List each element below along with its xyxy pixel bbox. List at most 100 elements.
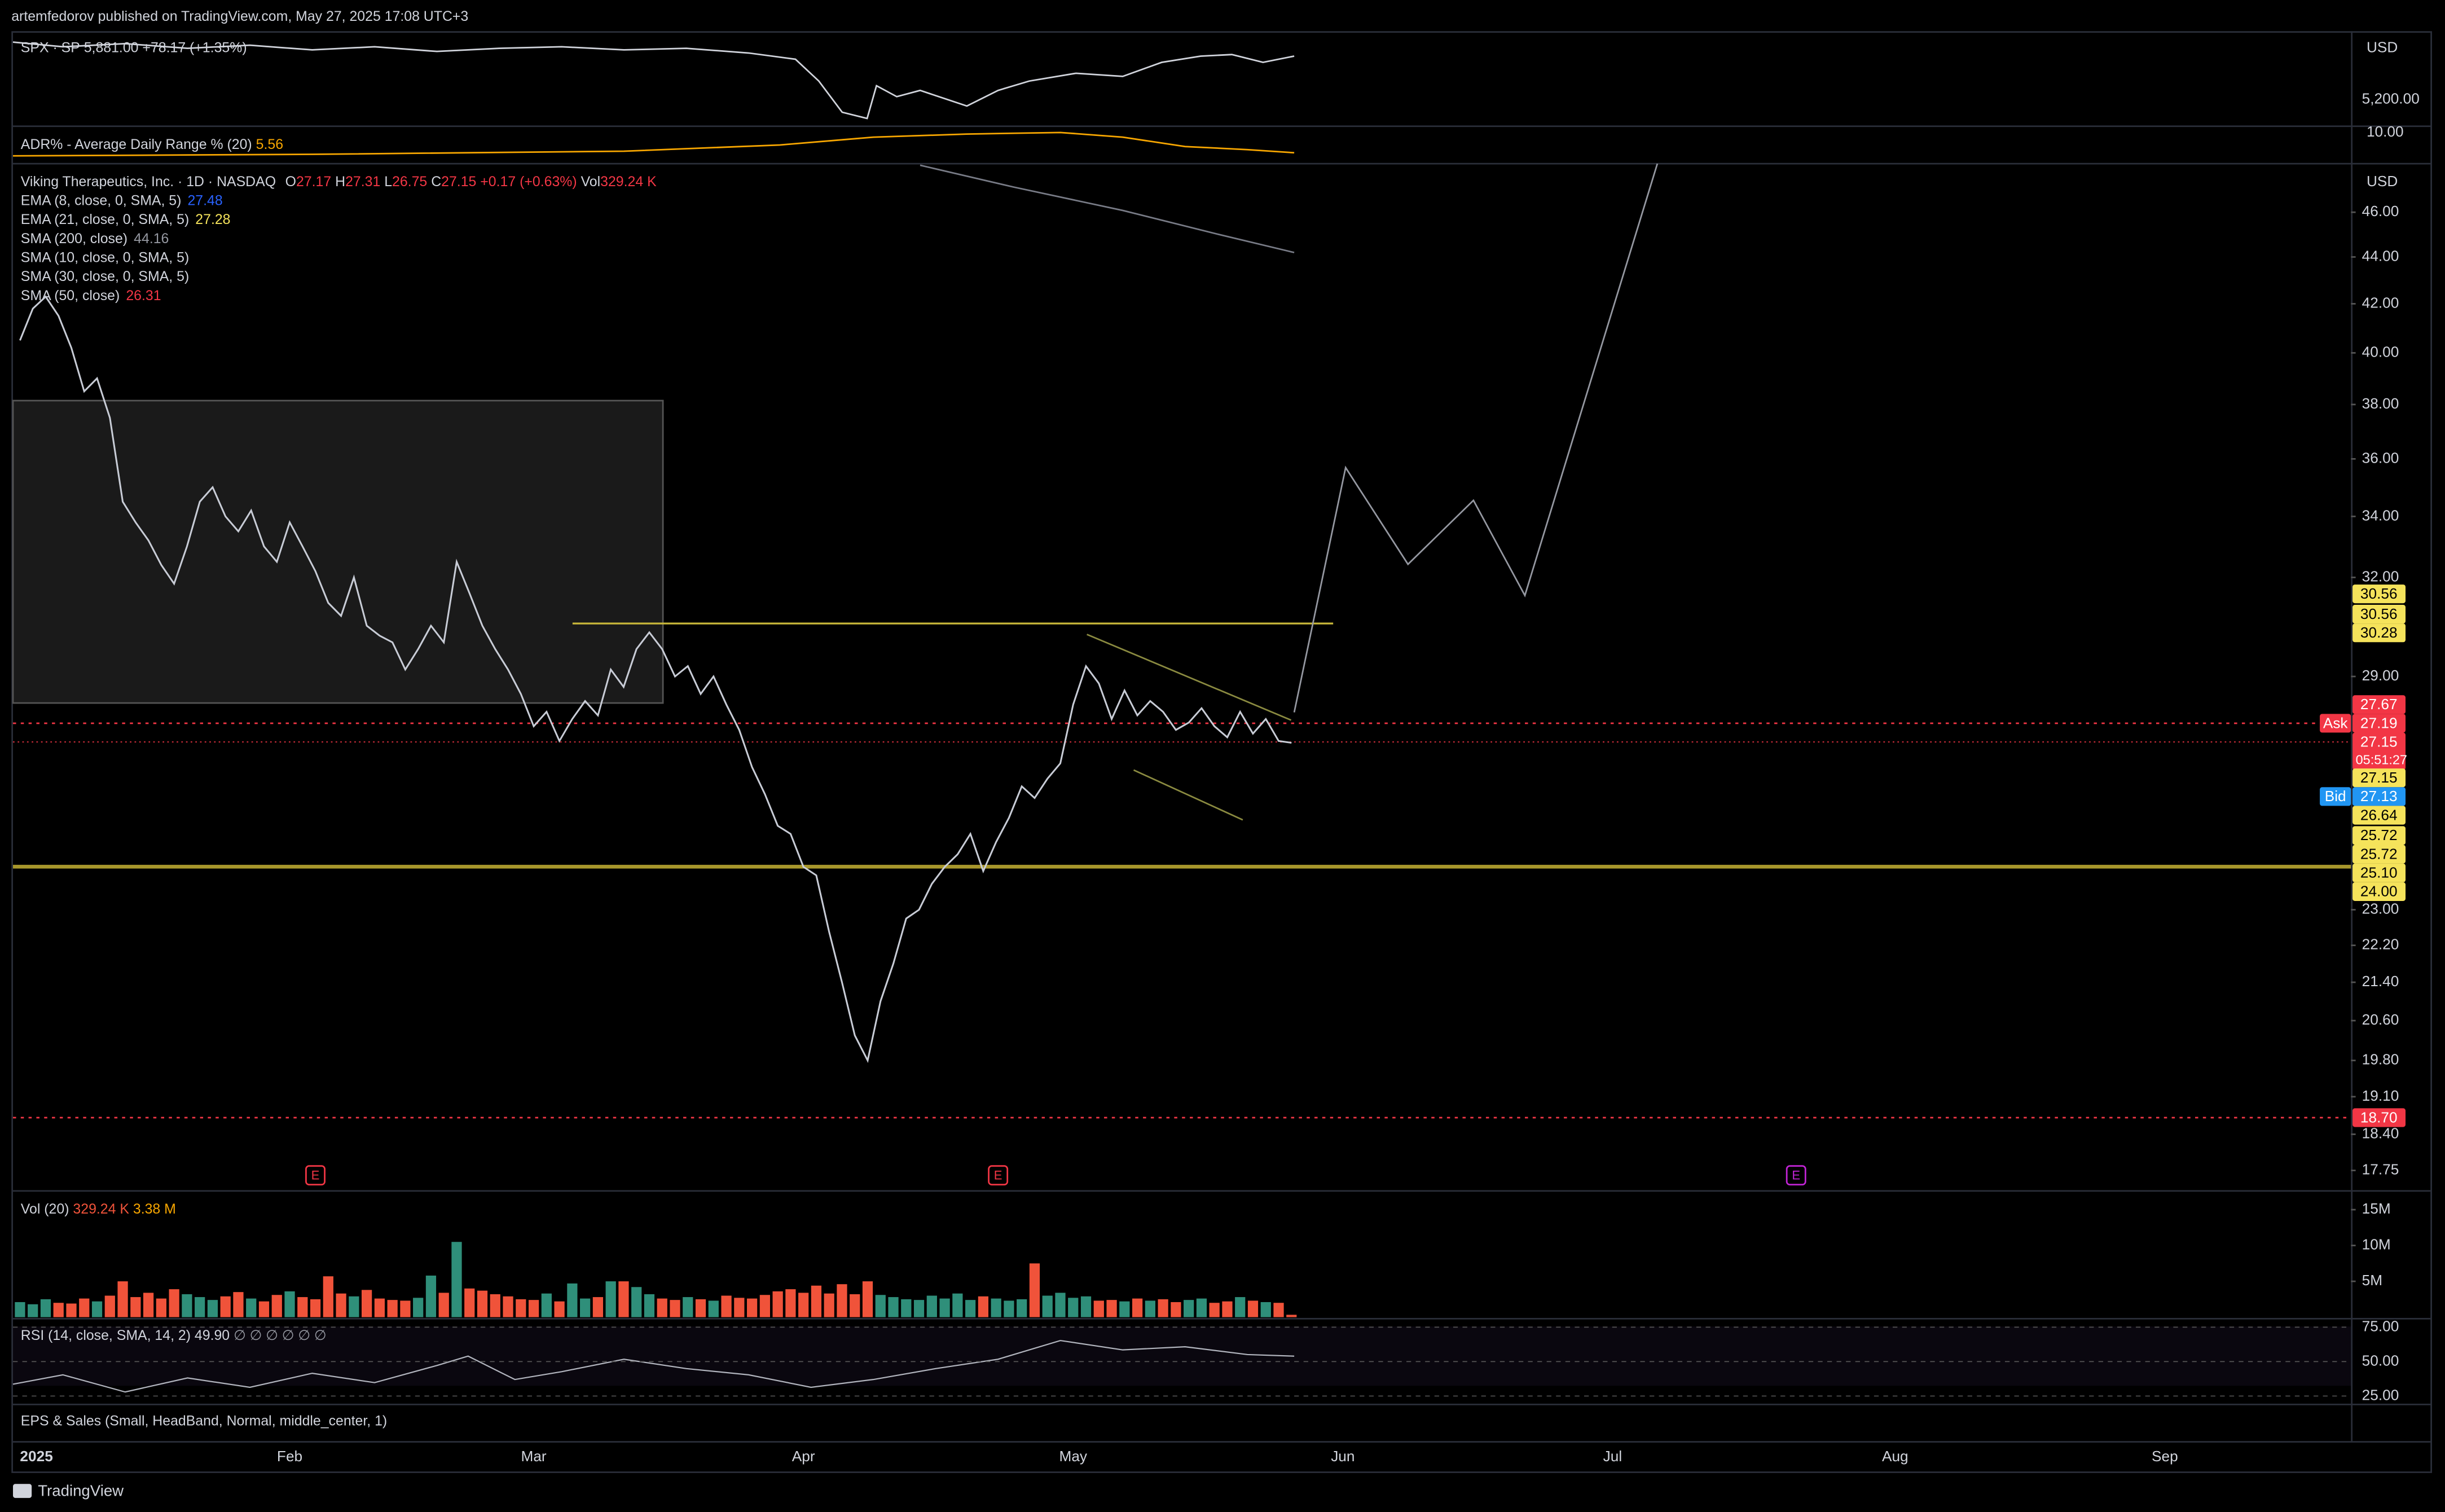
volume-ma: 3.38 M	[133, 1201, 176, 1217]
volume-bar	[913, 1300, 925, 1317]
volume-bar	[143, 1293, 154, 1317]
volume-bar	[195, 1297, 205, 1317]
indicator-legend: SMA (30, close, 0, SMA, 5)	[21, 269, 189, 284]
rsi-band	[13, 1326, 2351, 1386]
ohlc-key: H	[335, 174, 345, 190]
price-line	[19, 295, 1292, 1063]
x-tick-label: 2025	[20, 1448, 52, 1465]
y-tick-label: 22.20	[2362, 936, 2399, 953]
volume-bar	[631, 1287, 642, 1317]
indicator-legend: EMA (8, close, 0, SMA, 5) 27.48	[21, 192, 223, 208]
volume-bar	[1132, 1298, 1143, 1317]
volume-bar	[1068, 1298, 1079, 1317]
price-badge	[2352, 732, 2406, 770]
volume-bar	[284, 1291, 295, 1317]
y-tick-label: 23.00	[2362, 900, 2399, 917]
volume-bar	[15, 1302, 25, 1317]
indicator-legend: SMA (200, close) 44.16	[21, 230, 169, 246]
ohlc-value: 27.17	[296, 174, 331, 190]
price-badge-label: 30.28	[2360, 624, 2398, 641]
price-badge-label: 25.72	[2360, 827, 2398, 843]
volume-bar	[490, 1294, 500, 1317]
volume-bar	[297, 1297, 308, 1317]
brand: TradingView	[38, 1482, 124, 1499]
indicator-value: 44.16	[134, 230, 169, 246]
ohlc-change: +0.17 (+0.63%)	[480, 174, 577, 190]
price-badge-label: 27.67	[2360, 696, 2398, 713]
y-tick-label: 18.40	[2362, 1124, 2399, 1141]
volume-bar	[207, 1300, 218, 1317]
price-badge	[2352, 605, 2406, 624]
volume-bar	[772, 1291, 783, 1317]
volume-legend: Vol (20) 329.24 K 3.38 M	[21, 1201, 176, 1217]
volume-bar	[1235, 1297, 1246, 1317]
indicator-value: 27.28	[195, 212, 230, 227]
volume-bar	[91, 1301, 103, 1317]
volume-bar	[850, 1294, 860, 1317]
x-tick-label: Jun	[1331, 1448, 1355, 1465]
adr-line	[12, 131, 1295, 157]
price-badge	[2352, 1108, 2406, 1127]
y-tick-label: 29.00	[2362, 667, 2399, 684]
volume-bar	[477, 1290, 488, 1317]
y-tick-label: 50.00	[2362, 1352, 2399, 1369]
volume-bar	[349, 1296, 359, 1317]
symbol-title: Viking Therapeutics, Inc. · 1D · NASDAQ	[21, 174, 276, 190]
y-tick-label: 25.00	[2362, 1386, 2399, 1403]
projection-path	[1293, 163, 1659, 713]
ohlc-key: L	[384, 174, 392, 190]
volume-bar	[1055, 1293, 1066, 1317]
volume-bar	[657, 1298, 667, 1317]
y-tick-label: 44.00	[2362, 247, 2399, 264]
spx-label: SPX · SP	[21, 39, 80, 55]
volume-bar	[888, 1297, 899, 1317]
price-badge	[2352, 584, 2406, 604]
y-tick-label: 17.75	[2362, 1161, 2399, 1178]
price-badge	[2352, 768, 2406, 788]
volume-bar	[438, 1293, 449, 1317]
volume-bar	[1080, 1296, 1092, 1317]
volume-bar	[1286, 1315, 1297, 1317]
price-badge	[2352, 714, 2406, 733]
price-badge	[2352, 695, 2406, 714]
y-tick-label: 19.80	[2362, 1051, 2399, 1068]
earnings-marker: E	[994, 1168, 1002, 1182]
indicator-name: SMA (10, close, 0, SMA, 5)	[21, 249, 189, 265]
price-tag-label: Bid	[2325, 788, 2346, 805]
price-badge-label: 30.56	[2360, 585, 2398, 602]
earnings-box	[1786, 1165, 1806, 1186]
volume-bar	[939, 1298, 950, 1317]
price-badge-label: 27.15	[2360, 769, 2398, 786]
adr-legend: ADR% - Average Daily Range % (20) 5.56	[21, 137, 283, 152]
y-tick-label: 34.00	[2362, 507, 2399, 524]
volume-bar	[670, 1300, 680, 1317]
price-badge-label: 27.19	[2360, 714, 2398, 731]
rsi-extra: ∅ ∅ ∅ ∅ ∅ ∅	[234, 1327, 326, 1343]
volume-bar	[1145, 1300, 1155, 1317]
volume-bar	[336, 1293, 346, 1317]
volume-bar	[798, 1293, 809, 1317]
volume-bar	[400, 1300, 411, 1317]
volume-bar	[516, 1299, 526, 1317]
volume-bar	[721, 1295, 732, 1317]
volume-bar	[104, 1295, 115, 1317]
spx-currency: USD	[2367, 39, 2398, 56]
x-tick-label: Mar	[521, 1448, 546, 1465]
price-badge-label: 27.13	[2360, 788, 2398, 805]
adr-value: 5.56	[256, 137, 283, 152]
y-tick-label: 15M	[2362, 1200, 2391, 1217]
volume-bar	[785, 1289, 796, 1317]
volume-bar	[182, 1294, 192, 1317]
volume-bar	[246, 1298, 257, 1317]
volume-bar	[130, 1297, 141, 1317]
spx-axis-label: 5,200.00	[2362, 90, 2420, 107]
volume-bar	[1004, 1300, 1014, 1317]
y-tick-label: 20.60	[2362, 1011, 2399, 1028]
volume-bar	[362, 1290, 372, 1317]
volume-bar	[901, 1299, 912, 1317]
channel-bottom	[1133, 769, 1243, 821]
y-tick-label: 46.00	[2362, 203, 2399, 219]
